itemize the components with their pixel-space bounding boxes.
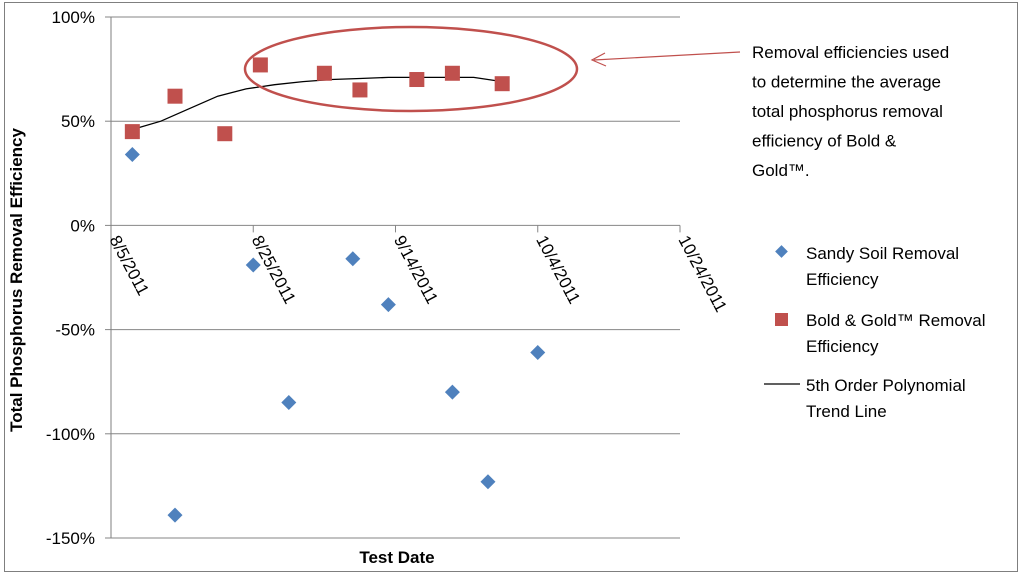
x-tick-label: 9/14/2011 [390, 232, 442, 307]
sandy-soil-point [167, 507, 183, 523]
sandy-soil-point [380, 297, 396, 313]
bold-gold-point [316, 65, 332, 81]
gridlines [105, 16, 680, 539]
annotation-arrow-shaft [593, 51, 741, 61]
annotation-arrow-head [590, 52, 607, 67]
bold-gold-point [409, 72, 425, 88]
sandy-soil-point [124, 147, 140, 163]
bold-gold-point [494, 76, 510, 92]
bold-gold-point [352, 82, 368, 98]
y-tick-label: 50% [61, 112, 95, 131]
sandy-soil-point [480, 474, 496, 490]
sandy-soil-point [281, 395, 297, 411]
legend: Sandy Soil Removal Efficiency Bold & Gold… [764, 244, 986, 421]
bold-gold-point [124, 124, 140, 140]
legend-marker-bold-gold [775, 313, 788, 326]
x-tick-label: 8/5/2011 [105, 232, 152, 298]
x-tick-label: 10/4/2011 [532, 232, 584, 307]
y-tick-label: -100% [46, 425, 95, 444]
sandy-soil-point [530, 345, 546, 361]
y-tick-label: -50% [55, 321, 95, 340]
x-tick-label: 10/24/2011 [674, 232, 730, 315]
annotation-text: Removal efficiencies used to determine th… [752, 43, 949, 180]
y-tick-label: 0% [70, 216, 95, 235]
sandy-soil-points [124, 147, 546, 523]
sandy-soil-point [245, 257, 261, 273]
y-axis-tick-labels: 100% 50% 0% -50% -100% -150% [46, 8, 95, 548]
y-axis-title: Total Phosphorus Removal Efficiency [7, 128, 26, 432]
legend-label-sandy-soil: Sandy Soil Removal Efficiency [806, 244, 959, 289]
annotation-line: Removal efficiencies used [752, 43, 949, 62]
sandy-soil-point [345, 251, 361, 267]
x-axis-tick-labels: 8/5/2011 8/25/2011 9/14/2011 10/4/2011 10/24… [105, 232, 730, 315]
annotation-line: efficiency of Bold & [752, 132, 897, 151]
legend-marker-sandy-soil [775, 245, 788, 258]
bold-gold-point [217, 126, 233, 142]
legend-label-bold-gold: Bold & Gold™ Removal Efficiency [806, 311, 986, 356]
y-tick-label: -150% [46, 529, 95, 548]
annotation-line: total phosphorus removal [752, 102, 943, 121]
y-tick-label: 100% [52, 8, 95, 27]
bold-gold-point [252, 57, 268, 73]
bold-gold-point [167, 88, 183, 104]
bold-gold-point [444, 65, 460, 81]
annotation-line: to determine the average [752, 73, 941, 92]
x-axis-title: Test Date [359, 548, 434, 567]
legend-label-trend-line: 5th Order Polynomial Trend Line [806, 376, 966, 421]
annotation-line: Gold™. [752, 161, 810, 180]
annotation-arrow [590, 51, 741, 67]
bold-gold-points [124, 57, 510, 142]
x-axis-tick-marks [110, 225, 681, 233]
sandy-soil-point [444, 384, 460, 400]
annotation-ellipse [243, 25, 579, 113]
